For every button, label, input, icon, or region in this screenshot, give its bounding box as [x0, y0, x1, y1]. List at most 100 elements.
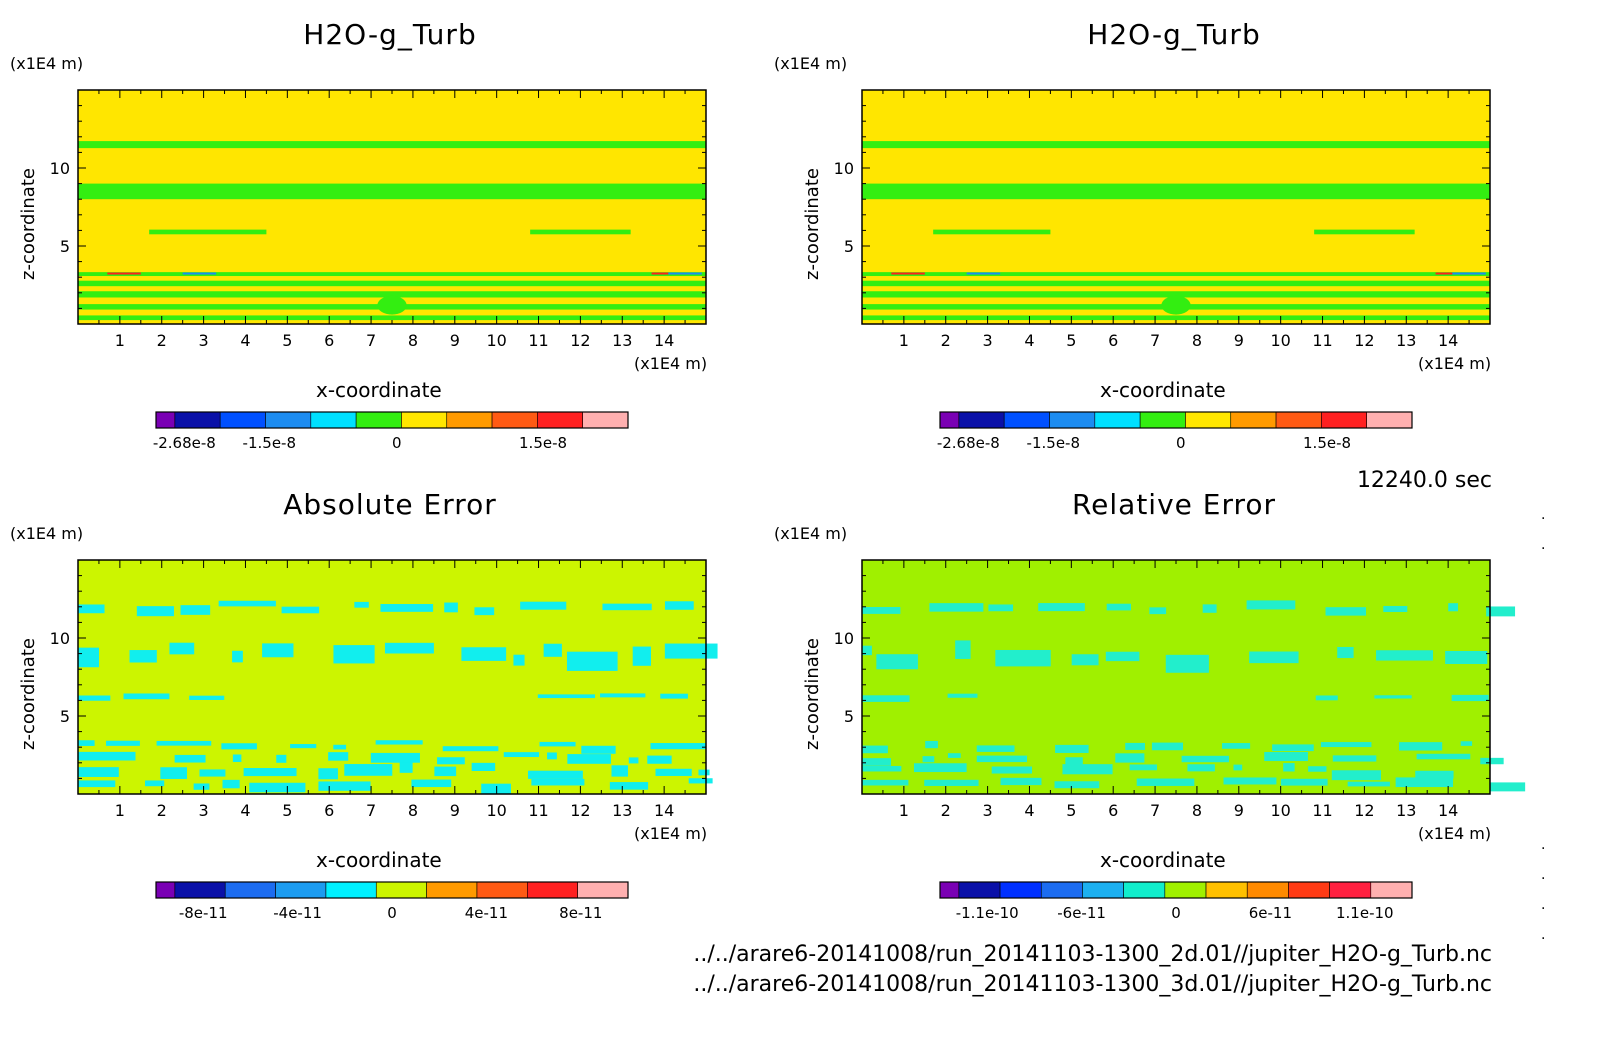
contour-patch	[1246, 600, 1296, 610]
contour-patch	[1055, 744, 1089, 753]
contour-patch	[1315, 695, 1338, 701]
contour-patch	[655, 768, 692, 776]
contour-patch	[547, 752, 557, 760]
colorbar-swatch	[1139, 411, 1186, 429]
contour-patch	[1325, 607, 1367, 616]
contour-patch	[1376, 650, 1434, 661]
y-axis-label: z-coordinate	[18, 638, 39, 750]
contour-patch	[528, 770, 583, 779]
colorbar: -8e-11 -4e-11 0 4e-11 8e-11	[155, 881, 629, 922]
colorbar-swatch	[491, 411, 538, 429]
x-tick-label: 5	[1066, 801, 1076, 820]
y-axis-label: z-coordinate	[802, 168, 823, 280]
colorbar-label: 1.5e-8	[519, 434, 567, 452]
colorbar-swatch	[401, 411, 448, 429]
contour-band	[78, 291, 706, 298]
colorbar-label: -4e-11	[273, 904, 322, 922]
contour-patch	[1395, 777, 1454, 788]
colorbar-label: 1.5e-8	[1303, 434, 1351, 452]
contour-patch	[976, 745, 1015, 752]
contour-patch	[78, 780, 116, 788]
contour-patch	[664, 601, 694, 610]
colorbar-swatch	[1094, 411, 1141, 429]
colorbar-swatch	[1205, 881, 1248, 899]
colorbar-label: -1.5e-8	[1027, 434, 1080, 452]
x-tick-label: 2	[157, 331, 167, 350]
x-tick-label: 7	[366, 331, 376, 350]
contour-patch	[537, 694, 596, 699]
contour-patch	[698, 769, 710, 776]
contour-band	[862, 315, 1490, 321]
colorbar-swatch	[155, 881, 176, 899]
contour-patch	[1308, 766, 1327, 772]
y-tick-label: 10	[834, 159, 854, 178]
contour-band	[78, 315, 706, 321]
x-tick-label: 12	[1354, 331, 1374, 350]
colorbar-swatch	[224, 881, 276, 899]
colorbar-label: 0	[392, 434, 402, 452]
colorbar-swatch	[1164, 881, 1207, 899]
contour-patch	[290, 744, 317, 749]
colorbar-swatch	[174, 411, 221, 429]
contour-patch	[262, 643, 294, 658]
x-axis-label: x-coordinate	[1100, 848, 1226, 872]
plot-background	[862, 90, 1490, 324]
x-tick-label: 14	[654, 331, 674, 350]
x-tick-label: 9	[450, 331, 460, 350]
contour-patch	[602, 603, 652, 611]
x-tick-label: 10	[486, 801, 506, 820]
contour-patch	[539, 741, 576, 747]
colorbar-swatch	[1003, 411, 1050, 429]
contour-patch	[1280, 778, 1328, 786]
colorbar-swatch	[174, 881, 226, 899]
contour-patch	[924, 779, 979, 786]
colorbar-frame	[939, 411, 1413, 429]
x-tick-label: 4	[1024, 801, 1034, 820]
z-unit-label: (x1E4 m)	[774, 524, 848, 543]
contour-patch	[632, 646, 651, 666]
colorbar-label: 8e-11	[559, 904, 602, 922]
contour-patch	[1416, 753, 1471, 760]
colorbar-swatch	[325, 881, 377, 899]
y-tick-label: 5	[844, 707, 854, 726]
source-file-2d: ../../arare6-20141008/run_20141103-1300_…	[693, 942, 1492, 967]
x-tick-label: 8	[408, 801, 418, 820]
x-tick-label: 5	[1066, 331, 1076, 350]
contour-patch	[1415, 770, 1454, 779]
x-tick-label: 8	[1192, 331, 1202, 350]
colorbar-swatch	[1321, 411, 1367, 429]
x-tick-label: 14	[1438, 331, 1458, 350]
contour-patch	[1181, 755, 1229, 763]
contour-patch	[1320, 742, 1372, 748]
colorbar-label: -1.5e-8	[243, 434, 296, 452]
x-unit-label: (x1E4 m)	[1418, 354, 1492, 373]
contour-patch	[862, 607, 901, 614]
colorbar-swatch	[1366, 411, 1413, 429]
x-tick-label: 12	[570, 331, 590, 350]
contour-patch	[1065, 757, 1083, 768]
contour-patch	[947, 693, 978, 698]
plot-background	[862, 560, 1490, 794]
contour-patch	[660, 693, 688, 699]
x-tick-label: 11	[528, 331, 548, 350]
colorbar-swatch	[310, 411, 357, 429]
x-tick-label: 9	[1234, 801, 1244, 820]
x-tick-label: 7	[1150, 801, 1160, 820]
contour-patch	[384, 642, 434, 654]
colorbar-swatch	[375, 881, 427, 899]
contour-patch	[1151, 742, 1184, 751]
contour-patch	[543, 643, 562, 657]
contour-patch	[174, 754, 206, 763]
x-tick-label: 7	[1150, 331, 1160, 350]
contour-patch	[995, 649, 1051, 667]
contour-patch	[1105, 651, 1140, 662]
x-unit-label: (x1E4 m)	[1418, 824, 1492, 843]
colorbar-swatch	[219, 411, 266, 429]
contour-patch	[862, 645, 872, 656]
x-tick-label: 10	[486, 331, 506, 350]
contour-patch	[925, 740, 938, 749]
colorbar-swatch	[537, 411, 583, 429]
